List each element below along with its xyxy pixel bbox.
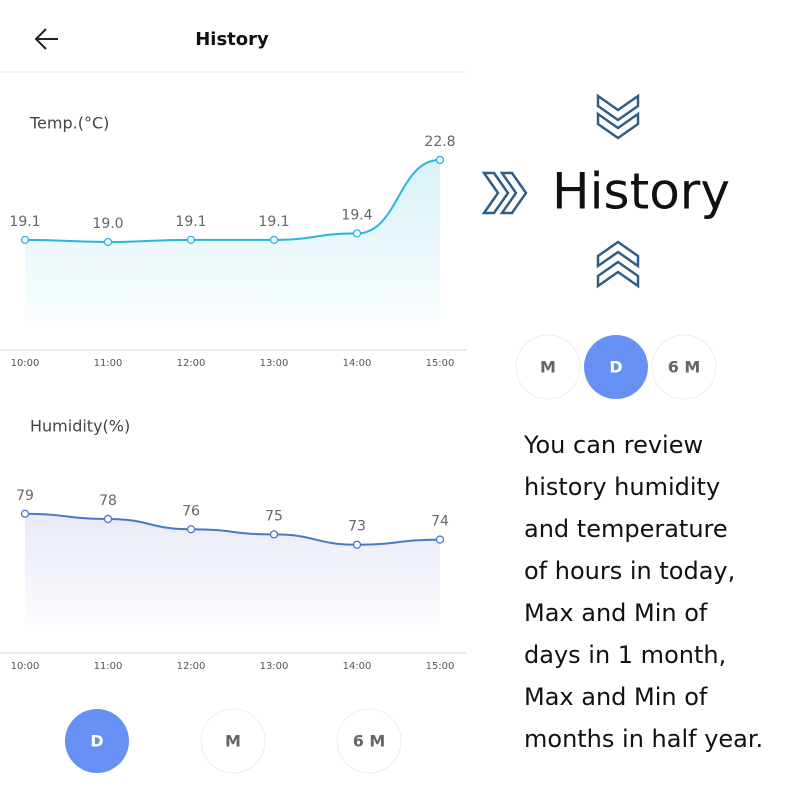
x-tick-label: 11:00 (94, 661, 123, 672)
line (24, 158, 441, 244)
tab-button[interactable] (336, 708, 402, 774)
tab-button[interactable] (515, 334, 581, 400)
tab-button[interactable] (200, 708, 266, 774)
data-label: 19.1 (9, 214, 40, 230)
promo-text: Max and Min of (524, 683, 708, 711)
data-label: 79 (16, 488, 34, 504)
promo-text: history humidity (524, 473, 720, 501)
tab-label: 6 M (353, 732, 386, 751)
back-arrow[interactable] (34, 28, 58, 50)
x-tick-label: 14:00 (343, 661, 372, 672)
promo-text: days in 1 month, (524, 641, 726, 669)
x-tick-label: 10:00 (11, 661, 40, 672)
point (352, 229, 362, 238)
header-title: History (195, 29, 269, 50)
tab-button[interactable] (651, 334, 717, 400)
area (25, 513, 440, 625)
point (20, 509, 30, 518)
data-label: 78 (99, 493, 117, 509)
x-tick-label: 12:00 (177, 358, 206, 369)
x-tick-label: 15:00 (426, 661, 455, 672)
tab-label: D (90, 732, 103, 751)
point (435, 155, 445, 165)
point (435, 535, 445, 544)
tab-button[interactable] (65, 709, 129, 773)
promo-text: of hours in today, (524, 557, 735, 585)
promo-title: History (552, 163, 730, 221)
point (186, 235, 196, 244)
data-label: 75 (265, 508, 283, 524)
point (186, 525, 196, 534)
chevrons-down (596, 93, 640, 140)
chevrons-up (596, 240, 640, 289)
area (25, 159, 440, 322)
x-tick-label: 14:00 (343, 358, 372, 369)
promo-text: and temperature (524, 515, 728, 543)
x-tick-label: 13:00 (260, 358, 289, 369)
point (269, 235, 279, 244)
chart-title: Temp.(°C) (29, 114, 109, 133)
promo-text: Max and Min of (524, 599, 708, 627)
x-tick-label: 11:00 (94, 358, 123, 369)
line (24, 512, 441, 546)
x-tick-label: 10:00 (11, 358, 40, 369)
x-tick-label: 12:00 (177, 661, 206, 672)
tab-button[interactable] (584, 335, 648, 399)
data-label: 74 (431, 514, 449, 530)
data-label: 76 (182, 503, 200, 519)
data-label: 19.4 (341, 207, 372, 223)
x-tick-label: 15:00 (426, 358, 455, 369)
tab-label: 6 M (668, 358, 701, 377)
x-tick-label: 13:00 (260, 661, 289, 672)
promo-text: You can review (523, 431, 703, 459)
data-label: 19.0 (92, 216, 123, 232)
point (103, 237, 113, 247)
tab-label: D (609, 358, 622, 377)
data-label: 22.8 (424, 134, 455, 150)
chevrons-right (481, 171, 528, 215)
tab-label: M (225, 732, 241, 751)
chart-title: Humidity(%) (30, 417, 130, 436)
point (352, 540, 362, 549)
point (103, 514, 113, 524)
tab-label: M (540, 358, 556, 377)
promo-text: months in half year. (524, 725, 763, 753)
data-label: 19.1 (175, 214, 206, 230)
point (20, 235, 30, 244)
data-label: 73 (348, 519, 366, 535)
point (269, 530, 279, 539)
data-label: 19.1 (258, 214, 289, 230)
